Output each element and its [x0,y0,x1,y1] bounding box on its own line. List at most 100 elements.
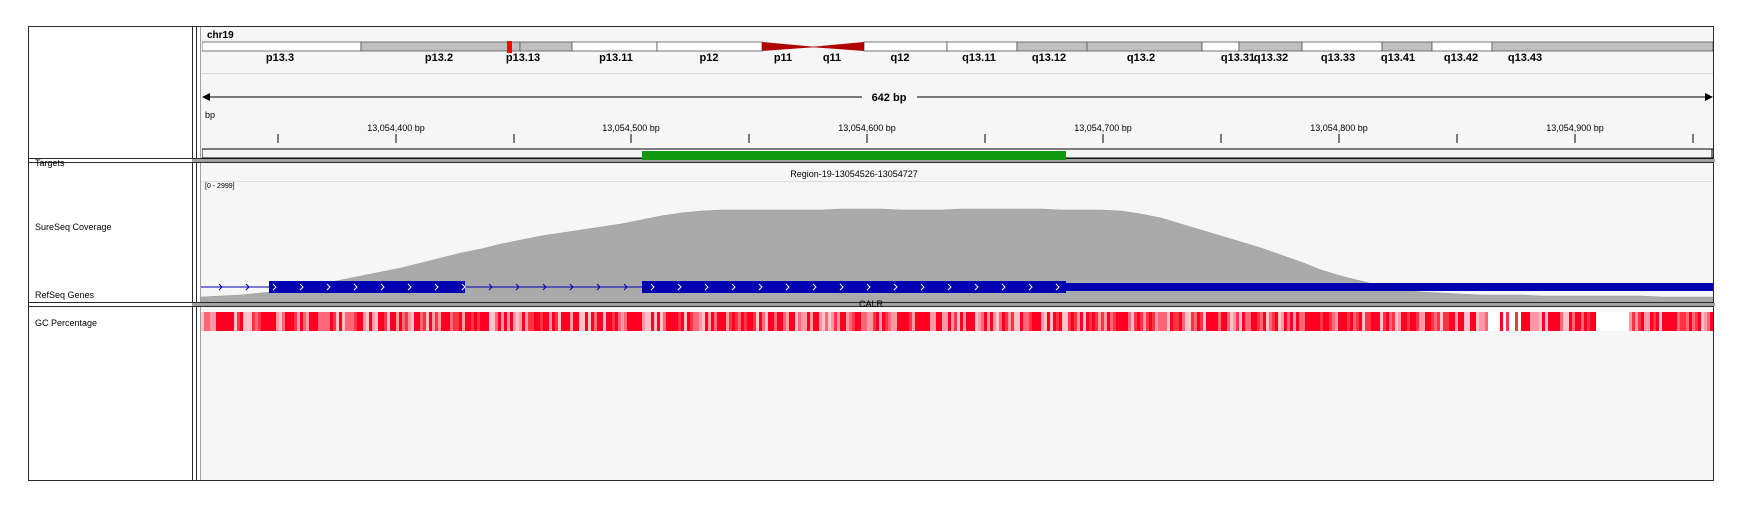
gc-bin [1509,312,1512,331]
gc-bin [894,312,897,331]
name-panel-divider[interactable] [192,27,193,480]
data-panel-divider [196,27,197,480]
cytoband-label-q13.11: q13.11 [962,52,996,64]
ruler-arrow-right [1705,93,1713,101]
strand-arrow [326,283,331,291]
gc-bin [237,312,240,331]
track-label-coverage[interactable]: SureSeq Coverage [35,222,112,232]
gc-bin [1116,312,1119,331]
gc-bin [1224,312,1227,331]
gc-bin [1101,312,1104,331]
gc-bin [1308,312,1311,331]
gc-bin [1668,312,1671,331]
gc-bin [1158,312,1161,331]
gc-bin [681,312,684,331]
gc-bin [1065,312,1068,331]
gc-bin [216,312,219,331]
gc-bin [234,312,237,331]
gc-bin [564,312,567,331]
strand-arrow [353,283,358,291]
gc-bin [1302,312,1305,331]
gc-bin [999,312,1002,331]
gc-bin [405,312,408,331]
gc-bin [912,312,915,331]
gc-bin [1203,312,1206,331]
gc-bin [861,312,864,331]
gc-bin [507,312,510,331]
gc-bin [201,312,204,331]
gc-bin [1575,312,1578,331]
gc-bin [1689,312,1692,331]
coverage-histogram[interactable] [201,177,1713,302]
gc-bin [1257,312,1260,331]
cytoband-q12 [863,41,948,52]
chromosome-name[interactable]: chr19 [207,30,234,41]
strand-arrow [596,283,601,291]
data-panel-separator[interactable] [29,302,1713,303]
gc-bin [1164,312,1167,331]
gc-bin [576,312,579,331]
gene-model-calr[interactable] [201,277,1713,297]
gc-bin [1644,312,1647,331]
gc-bin [1182,312,1185,331]
gc-bin [837,312,840,331]
gc-bin [396,312,399,331]
gc-bin [297,312,300,331]
gc-bin [240,312,243,331]
ruler[interactable]: 642 bp [202,85,1713,159]
gc-bin [1491,312,1494,331]
gc-bin [1473,312,1476,331]
gc-bin [849,312,852,331]
cytoband-q13.42 [1431,41,1493,52]
gc-bin [579,312,582,331]
gc-bin [315,312,318,331]
gc-bin [510,312,513,331]
gc-bin [1335,312,1338,331]
gc-bin [1461,312,1464,331]
gc-bin [1104,312,1107,331]
ideogram[interactable] [202,41,1713,53]
feature-panel-background[interactable] [201,307,1713,480]
gc-bin [780,312,783,331]
gc-bin [1602,312,1605,331]
gc-bin [1275,312,1278,331]
gc-bin [309,312,312,331]
gc-bin [459,312,462,331]
track-label-targets[interactable]: Targets [35,158,65,168]
gc-bin [798,312,801,331]
track-label-gc-percentage[interactable]: GC Percentage [35,318,98,328]
gc-bin [1434,312,1437,331]
cytoband-label-q13.31: q13.31 [1220,52,1256,64]
coverage-area [201,208,1713,302]
gc-bin [1191,312,1194,331]
gc-bin [1344,312,1347,331]
gc-bin [303,312,306,331]
gc-bin [900,312,903,331]
strand-arrow [542,283,547,291]
gc-bin [1521,312,1524,331]
gc-bin [1545,312,1548,331]
gc-bin [1092,312,1095,331]
gc-bin [249,312,252,331]
gc-bin [723,312,726,331]
gc-bin [828,312,831,331]
gc-bin [411,312,414,331]
gc-bin [741,312,744,331]
gc-bin [321,312,324,331]
gc-bin [1614,312,1617,331]
gc-bin [864,312,867,331]
gc-bin [1662,312,1665,331]
gene-exon-1 [269,281,465,293]
track-label-refseq-genes[interactable]: RefSeq Genes [35,290,95,300]
ruler-tick-label: 13,054,900 bp [1546,123,1604,133]
gc-bin [1233,312,1236,331]
gc-bin [1281,312,1284,331]
target-region-bar[interactable] [642,151,1066,160]
gc-percentage-heatmap[interactable] [201,312,1713,331]
gc-bin [1494,312,1497,331]
gc-bin [948,312,951,331]
gc-bin [1605,312,1608,331]
gc-bin [540,312,543,331]
gc-bin [1533,312,1536,331]
gc-bin [492,312,495,331]
